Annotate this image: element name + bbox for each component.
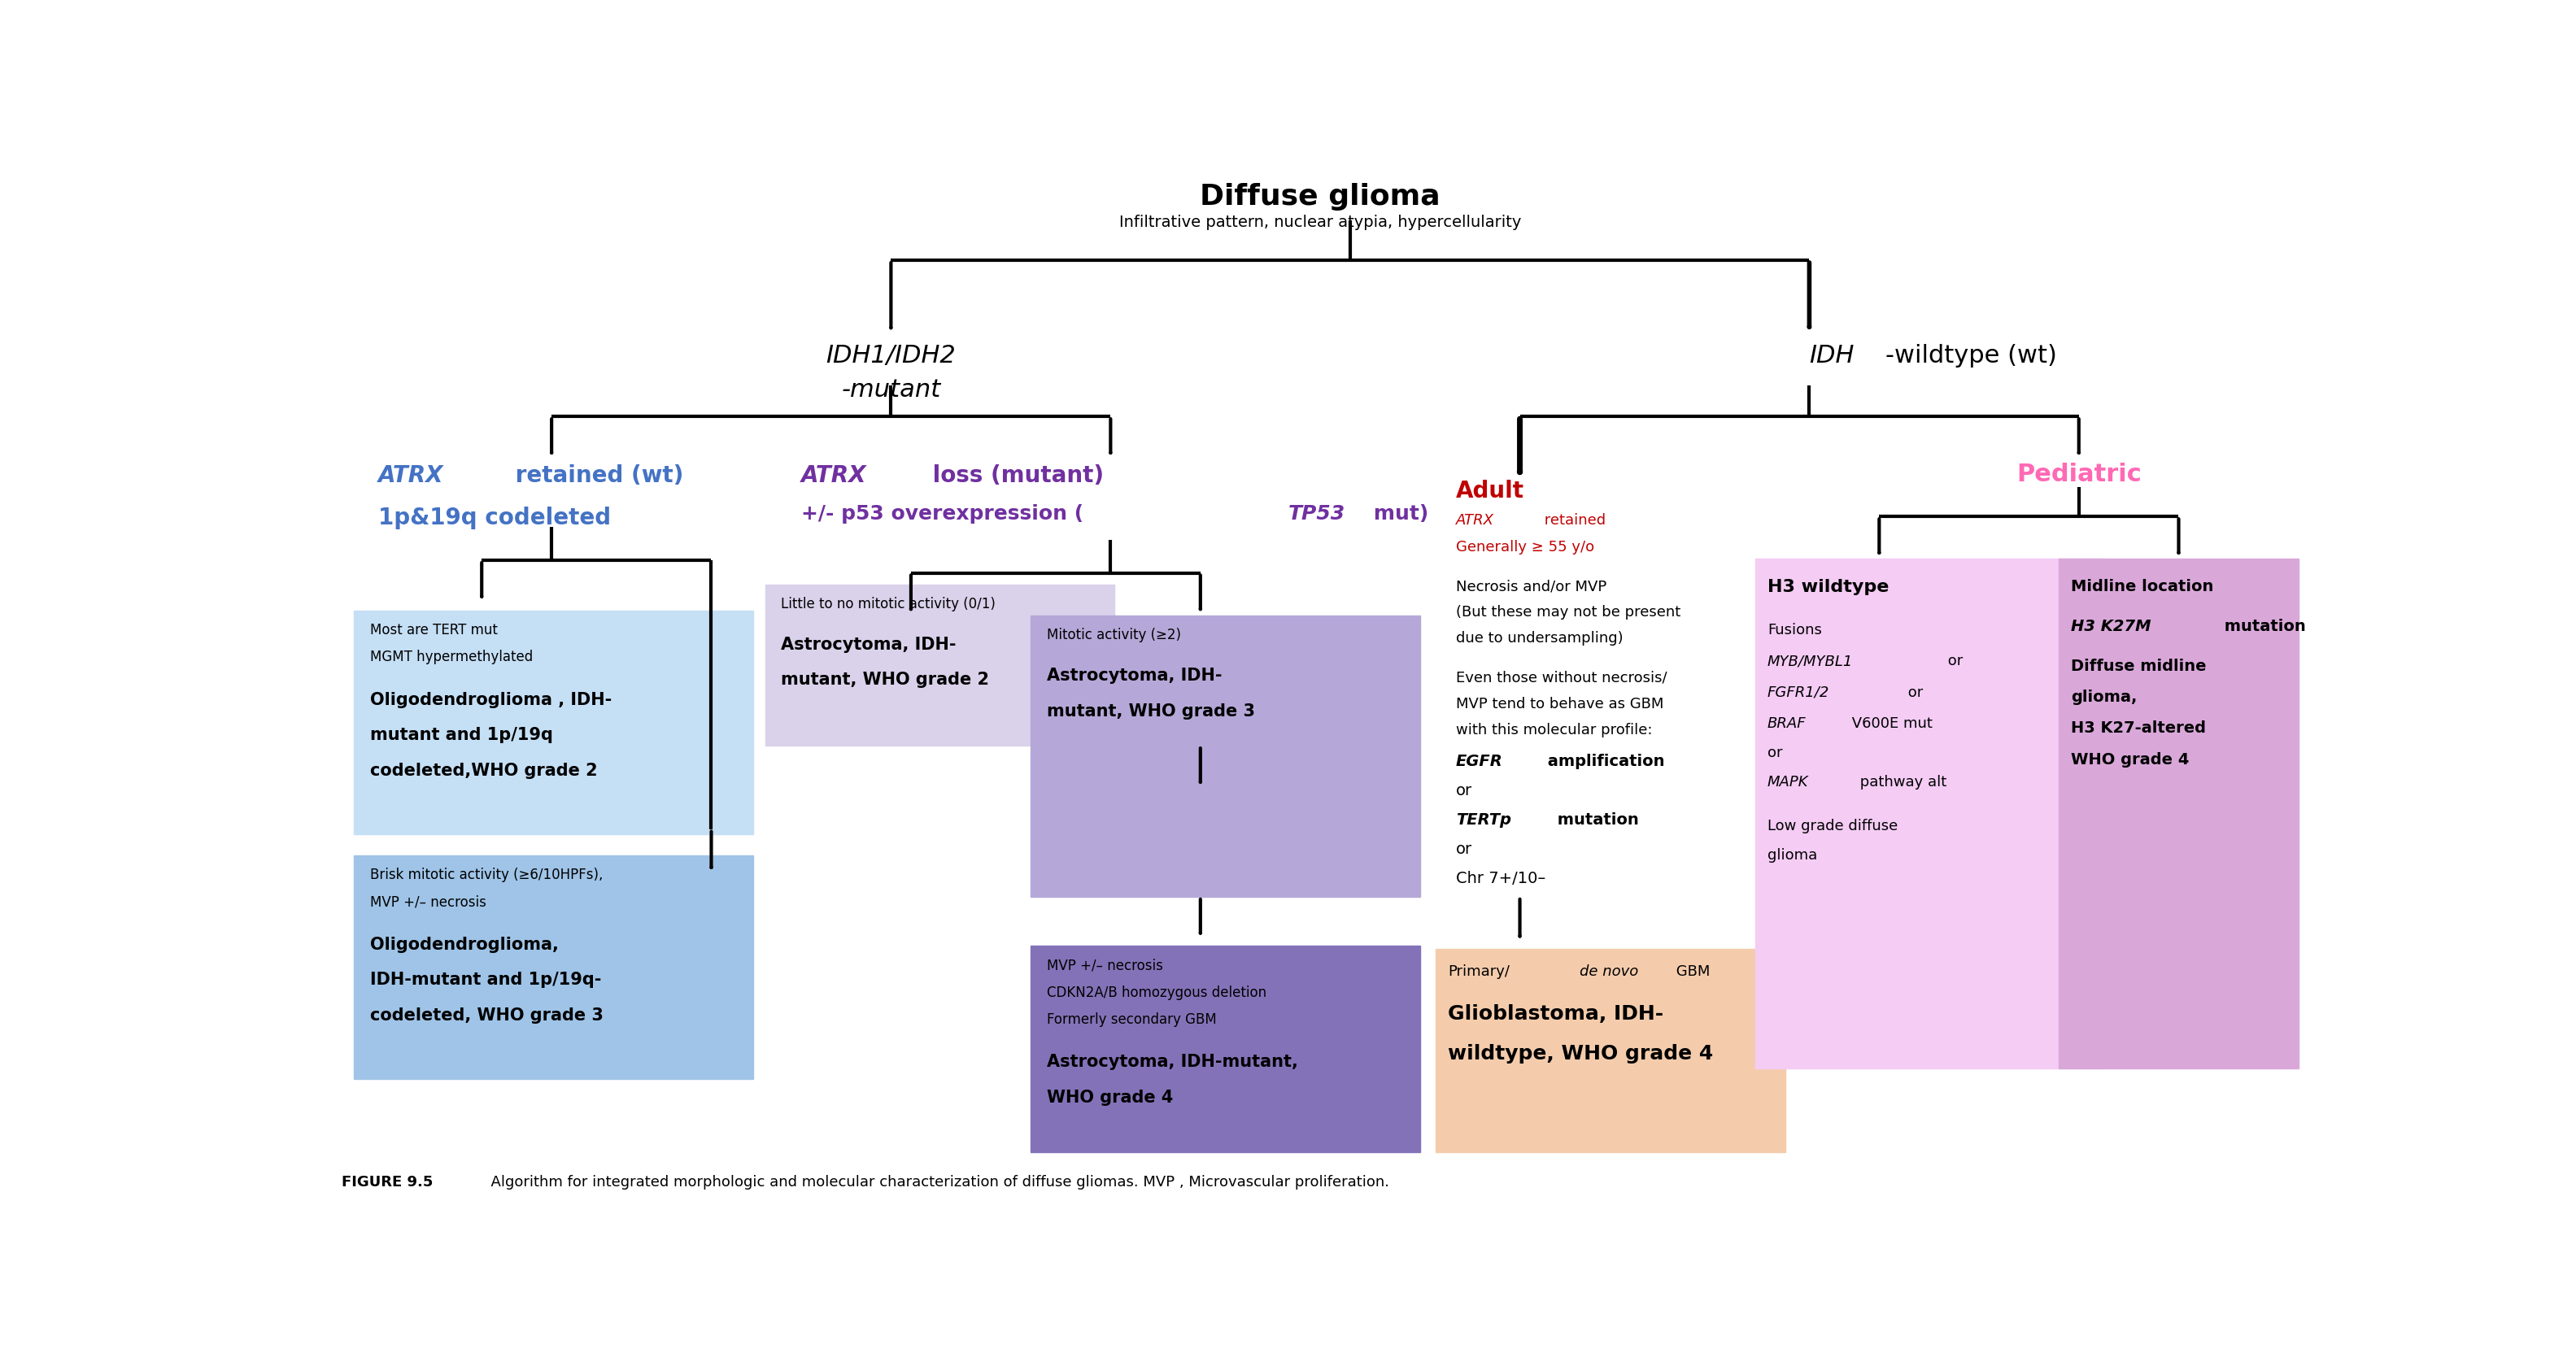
Text: mutant, WHO grade 3: mutant, WHO grade 3 bbox=[1046, 704, 1255, 720]
Text: MGMT hypermethylated: MGMT hypermethylated bbox=[371, 649, 533, 664]
Text: Adult: Adult bbox=[1455, 480, 1525, 503]
Text: mutation: mutation bbox=[2218, 618, 2306, 635]
Text: WHO grade 4: WHO grade 4 bbox=[1046, 1089, 1172, 1105]
Text: loss (mutant): loss (mutant) bbox=[925, 464, 1105, 487]
Text: MYB/MYBL1: MYB/MYBL1 bbox=[1767, 653, 1852, 668]
Text: Most are TERT mut: Most are TERT mut bbox=[371, 622, 497, 637]
Text: -mutant: -mutant bbox=[842, 377, 940, 402]
Text: de novo: de novo bbox=[1579, 965, 1638, 980]
Text: Even those without necrosis/: Even those without necrosis/ bbox=[1455, 671, 1667, 686]
Text: due to undersampling): due to undersampling) bbox=[1455, 632, 1623, 645]
Text: pathway alt: pathway alt bbox=[1855, 775, 1947, 790]
Text: or: or bbox=[1455, 783, 1473, 798]
Bar bbox=[2058, 559, 2298, 1069]
Text: or: or bbox=[1942, 653, 1963, 668]
Text: Chr 7+/10–: Chr 7+/10– bbox=[1455, 871, 1546, 886]
Text: retained (wt): retained (wt) bbox=[507, 464, 683, 487]
Text: Glioblastoma, IDH-: Glioblastoma, IDH- bbox=[1448, 1004, 1664, 1024]
Text: Algorithm for integrated morphologic and molecular characterization of diffuse g: Algorithm for integrated morphologic and… bbox=[482, 1174, 1388, 1189]
Text: Low grade diffuse: Low grade diffuse bbox=[1767, 819, 1899, 833]
Text: ATRX: ATRX bbox=[379, 464, 443, 487]
Text: glioma,: glioma, bbox=[2071, 690, 2138, 705]
Text: Infiltrative pattern, nuclear atypia, hypercellularity: Infiltrative pattern, nuclear atypia, hy… bbox=[1118, 215, 1522, 230]
Text: Midline location: Midline location bbox=[2071, 579, 2213, 594]
Text: Oligodendroglioma , IDH-: Oligodendroglioma , IDH- bbox=[371, 691, 611, 708]
Text: or: or bbox=[1455, 842, 1473, 856]
Text: Astrocytoma, IDH-: Astrocytoma, IDH- bbox=[1046, 667, 1221, 683]
Text: TERTp: TERTp bbox=[1455, 812, 1512, 828]
Text: -wildtype (wt): -wildtype (wt) bbox=[1886, 344, 2056, 367]
Text: H3 K27-altered: H3 K27-altered bbox=[2071, 721, 2205, 736]
Text: MVP +/– necrosis: MVP +/– necrosis bbox=[1046, 958, 1162, 973]
Text: WHO grade 4: WHO grade 4 bbox=[2071, 752, 2190, 767]
Text: Pediatric: Pediatric bbox=[2017, 463, 2141, 486]
Text: 1p&19q codeleted: 1p&19q codeleted bbox=[379, 506, 611, 529]
Bar bbox=[1754, 559, 2105, 1069]
Text: V600E mut: V600E mut bbox=[1847, 717, 1932, 731]
Text: amplification: amplification bbox=[1543, 754, 1664, 770]
Text: Mitotic activity (≥2): Mitotic activity (≥2) bbox=[1046, 628, 1180, 643]
Text: mut): mut) bbox=[1365, 505, 1427, 524]
Text: mutation: mutation bbox=[1551, 812, 1638, 828]
Text: MVP tend to behave as GBM: MVP tend to behave as GBM bbox=[1455, 697, 1664, 712]
Text: Astrocytoma, IDH-: Astrocytoma, IDH- bbox=[781, 636, 956, 652]
Bar bbox=[1030, 946, 1419, 1153]
Text: FGFR1/2: FGFR1/2 bbox=[1767, 686, 1829, 700]
Text: Diffuse midline: Diffuse midline bbox=[2071, 659, 2205, 674]
Text: IDH1/IDH2: IDH1/IDH2 bbox=[827, 344, 956, 367]
Text: codeleted, WHO grade 3: codeleted, WHO grade 3 bbox=[371, 1007, 603, 1023]
Text: CDKN2A/B homozygous deletion: CDKN2A/B homozygous deletion bbox=[1046, 985, 1267, 1000]
Text: +/- p53 overexpression (: +/- p53 overexpression ( bbox=[801, 505, 1084, 524]
Text: glioma: glioma bbox=[1767, 848, 1816, 862]
Text: Formerly secondary GBM: Formerly secondary GBM bbox=[1046, 1012, 1216, 1027]
Text: MVP +/– necrosis: MVP +/– necrosis bbox=[371, 894, 487, 909]
Text: Primary/: Primary/ bbox=[1448, 965, 1510, 980]
Text: Little to no mitotic activity (0/1): Little to no mitotic activity (0/1) bbox=[781, 597, 997, 612]
Text: Fusions: Fusions bbox=[1767, 622, 1821, 637]
Text: Diffuse glioma: Diffuse glioma bbox=[1200, 183, 1440, 211]
Text: GBM: GBM bbox=[1672, 965, 1710, 980]
Text: Brisk mitotic activity (≥6/10HPFs),: Brisk mitotic activity (≥6/10HPFs), bbox=[371, 867, 603, 882]
Text: or: or bbox=[1767, 746, 1783, 760]
Text: (But these may not be present: (But these may not be present bbox=[1455, 605, 1680, 620]
Text: ATRX: ATRX bbox=[801, 464, 866, 487]
Text: Necrosis and/or MVP: Necrosis and/or MVP bbox=[1455, 579, 1607, 594]
Bar bbox=[353, 610, 752, 835]
Text: codeleted,WHO grade 2: codeleted,WHO grade 2 bbox=[371, 763, 598, 779]
Text: H3 wildtype: H3 wildtype bbox=[1767, 579, 1888, 595]
Text: mutant, WHO grade 2: mutant, WHO grade 2 bbox=[781, 672, 989, 689]
Text: retained: retained bbox=[1540, 513, 1605, 528]
Bar bbox=[353, 855, 752, 1080]
Text: wildtype, WHO grade 4: wildtype, WHO grade 4 bbox=[1448, 1043, 1713, 1063]
Text: with this molecular profile:: with this molecular profile: bbox=[1455, 723, 1651, 737]
Text: Generally ≥ 55 y/o: Generally ≥ 55 y/o bbox=[1455, 540, 1595, 555]
Text: H3 K27M: H3 K27M bbox=[2071, 618, 2151, 635]
Text: FIGURE 9.5: FIGURE 9.5 bbox=[343, 1174, 433, 1189]
Text: BRAF: BRAF bbox=[1767, 717, 1806, 731]
Bar bbox=[1030, 616, 1419, 897]
Text: or: or bbox=[1904, 686, 1922, 700]
Text: TP53: TP53 bbox=[1288, 505, 1345, 524]
Text: mutant and 1p/19q: mutant and 1p/19q bbox=[371, 727, 554, 743]
Text: IDH-mutant and 1p/19q-: IDH-mutant and 1p/19q- bbox=[371, 971, 600, 988]
Text: Oligodendroglioma,: Oligodendroglioma, bbox=[371, 936, 559, 953]
Text: IDH: IDH bbox=[1808, 344, 1855, 367]
Text: Astrocytoma, IDH-mutant,: Astrocytoma, IDH-mutant, bbox=[1046, 1054, 1298, 1070]
Bar bbox=[765, 584, 1115, 746]
Bar bbox=[1435, 948, 1785, 1153]
Text: EGFR: EGFR bbox=[1455, 754, 1502, 770]
Text: ATRX: ATRX bbox=[1455, 513, 1494, 528]
Text: MAPK: MAPK bbox=[1767, 775, 1808, 790]
